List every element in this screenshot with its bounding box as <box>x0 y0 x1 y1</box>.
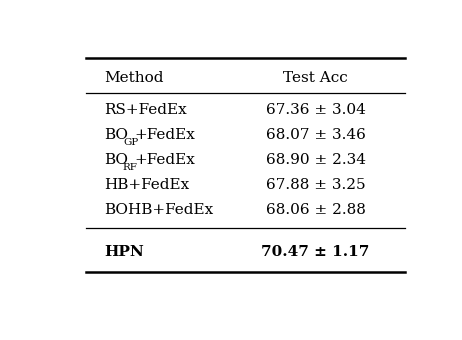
Text: HPN: HPN <box>104 244 144 258</box>
Text: HB+FedEx: HB+FedEx <box>104 178 189 192</box>
Text: RS+FedEx: RS+FedEx <box>104 103 187 117</box>
Text: BO: BO <box>104 128 128 142</box>
Text: 70.47 ± 1.17: 70.47 ± 1.17 <box>261 244 370 258</box>
Text: GP: GP <box>123 138 138 147</box>
Text: BO: BO <box>104 153 128 167</box>
Text: 67.88 ± 3.25: 67.88 ± 3.25 <box>266 178 365 192</box>
Text: 67.36 ± 3.04: 67.36 ± 3.04 <box>266 103 365 117</box>
Text: RF: RF <box>123 163 138 172</box>
Text: Method: Method <box>104 71 164 85</box>
Text: +FedEx: +FedEx <box>135 128 195 142</box>
Text: 68.90 ± 2.34: 68.90 ± 2.34 <box>266 153 365 167</box>
Text: +FedEx: +FedEx <box>134 153 195 167</box>
Text: 68.06 ± 2.88: 68.06 ± 2.88 <box>266 203 365 217</box>
Text: 68.07 ± 3.46: 68.07 ± 3.46 <box>266 128 365 142</box>
Text: BOHB+FedEx: BOHB+FedEx <box>104 203 213 217</box>
Text: Test Acc: Test Acc <box>283 71 348 85</box>
